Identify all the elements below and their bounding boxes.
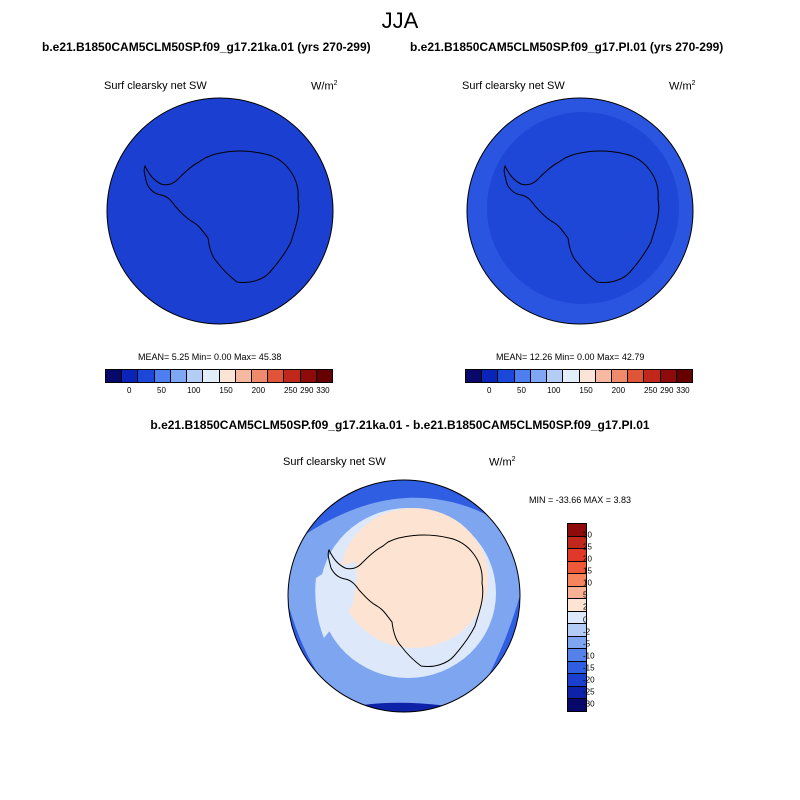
colorbar-swatch	[568, 574, 586, 587]
colorbar-label: -10	[583, 651, 595, 661]
colorbar-swatch	[568, 686, 586, 700]
colorbar-swatch	[547, 370, 564, 382]
colorbar-label: 330	[676, 386, 690, 395]
colorbar-swatch	[568, 636, 586, 650]
colorbar-swatch	[284, 370, 301, 382]
colorbar-label: 200	[251, 386, 266, 395]
colorbar-label: 150	[219, 386, 233, 395]
colorbar-swatch	[568, 549, 586, 562]
colorbar-label: -2	[583, 627, 591, 637]
diff-colorbar	[567, 523, 587, 712]
colorbar-label: 290	[300, 386, 314, 395]
colorbar-label: 100	[187, 386, 201, 395]
colorbar-swatch	[568, 661, 586, 675]
diff-stats: MIN = -33.66 MAX = 3.83	[529, 495, 632, 505]
colorbar-swatch	[568, 611, 586, 625]
colorbar-swatch	[568, 536, 586, 550]
colorbar-swatch	[568, 699, 586, 711]
colorbar-label: 2	[583, 602, 588, 612]
left-stats: MEAN= 5.25 Min= 0.00 Max= 45.38	[138, 352, 282, 362]
colorbar-swatch	[466, 370, 483, 382]
colorbar-swatch	[219, 370, 236, 382]
colorbar-label: 5	[583, 590, 588, 600]
colorbar-swatch	[568, 561, 586, 575]
left-polar-map	[106, 97, 334, 325]
colorbar-swatch	[579, 370, 596, 382]
colorbar-swatch	[203, 370, 220, 382]
colorbar-swatch	[568, 674, 586, 687]
colorbar-swatch	[628, 370, 645, 382]
colorbar-label: 100	[547, 386, 561, 395]
colorbar-label: 0	[126, 386, 132, 395]
colorbar-swatch	[251, 370, 269, 382]
colorbar-label: 20	[583, 554, 592, 564]
left-unit-label: W/m2	[311, 80, 338, 93]
left-variable-label: Surf clearsky net SW	[104, 80, 207, 92]
colorbar-label: 50	[517, 386, 526, 395]
colorbar-label: 250	[643, 386, 658, 395]
colorbar-swatch	[563, 370, 580, 382]
colorbar-swatch	[568, 599, 586, 612]
diff-variable-label: Surf clearsky net SW	[283, 456, 386, 468]
colorbar-swatch	[595, 370, 612, 382]
colorbar-swatch	[530, 370, 548, 382]
colorbar-swatch	[568, 649, 586, 662]
diff-polar-map	[287, 479, 521, 713]
colorbar-label: -15	[583, 663, 595, 673]
colorbar-swatch	[676, 370, 693, 382]
colorbar-swatch	[106, 370, 123, 382]
colorbar-swatch	[498, 370, 515, 382]
colorbar-label: -20	[583, 675, 595, 685]
left-colorbar	[105, 369, 333, 383]
colorbar-label: 290	[660, 386, 674, 395]
colorbar-swatch	[138, 370, 155, 382]
right-variable-label: Surf clearsky net SW	[462, 80, 565, 92]
colorbar-label: 25	[583, 542, 592, 552]
right-colorbar	[465, 369, 693, 383]
colorbar-label: 200	[611, 386, 626, 395]
colorbar-label: 250	[283, 386, 298, 395]
season-title: JJA	[381, 8, 419, 33]
colorbar-label: 330	[316, 386, 330, 395]
colorbar-swatch	[268, 370, 285, 382]
antarctica-coastline	[503, 150, 660, 283]
colorbar-swatch	[482, 370, 499, 382]
left-case-title: b.e21.B1850CAM5CLM50SP.f09_g17.21ka.01 (…	[42, 40, 371, 54]
colorbar-label: -30	[583, 699, 595, 709]
colorbar-label: 30	[583, 530, 592, 540]
colorbar-swatch	[235, 370, 252, 382]
colorbar-swatch	[300, 370, 317, 382]
colorbar-swatch	[514, 370, 531, 382]
colorbar-label: 15	[583, 566, 592, 576]
colorbar-swatch	[154, 370, 171, 382]
colorbar-swatch	[568, 524, 586, 537]
colorbar-swatch	[170, 370, 188, 382]
colorbar-swatch	[122, 370, 139, 382]
colorbar-label: -25	[583, 687, 595, 697]
colorbar-swatch	[611, 370, 629, 382]
colorbar-label: 0	[486, 386, 492, 395]
right-stats: MEAN= 12.26 Min= 0.00 Max= 42.79	[496, 352, 645, 362]
colorbar-label: 0	[583, 615, 588, 625]
colorbar-swatch	[316, 370, 333, 382]
colorbar-swatch	[187, 370, 204, 382]
colorbar-swatch	[568, 624, 586, 637]
colorbar-swatch	[660, 370, 677, 382]
colorbar-swatch	[644, 370, 661, 382]
antarctica-coastline	[143, 150, 300, 283]
right-case-title: b.e21.B1850CAM5CLM50SP.f09_g17.PI.01 (yr…	[410, 40, 724, 54]
colorbar-label: 150	[579, 386, 593, 395]
right-polar-map	[466, 97, 694, 325]
diff-case-title: b.e21.B1850CAM5CLM50SP.f09_g17.21ka.01 -…	[150, 418, 650, 432]
diff-unit-label: W/m2	[489, 456, 516, 469]
colorbar-label: 10	[583, 578, 592, 588]
colorbar-label: 50	[157, 386, 166, 395]
colorbar-label: -5	[583, 639, 591, 649]
colorbar-swatch	[568, 586, 586, 600]
right-unit-label: W/m2	[669, 80, 696, 93]
antarctica-coastline	[327, 534, 484, 667]
